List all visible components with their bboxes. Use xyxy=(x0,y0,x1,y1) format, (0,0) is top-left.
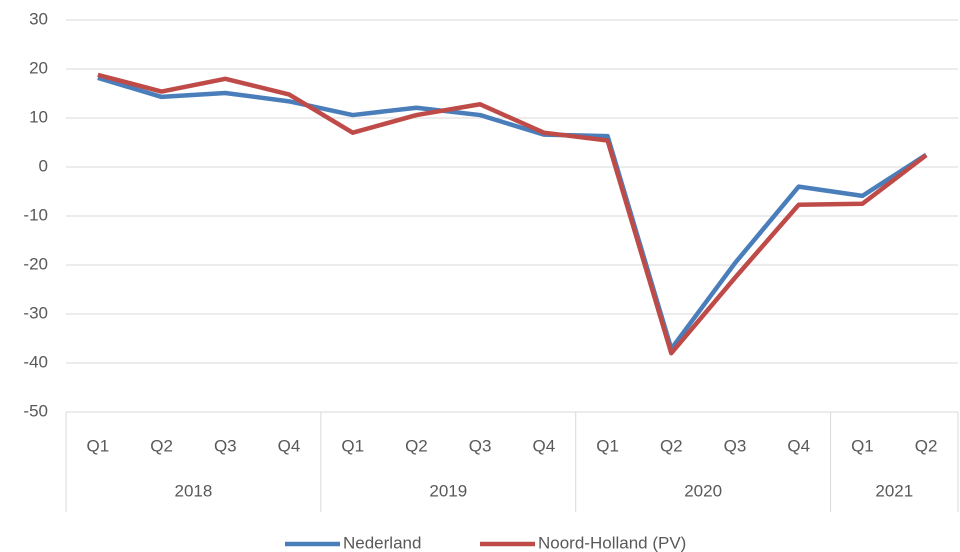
y-tick-label: 30 xyxy=(29,9,48,28)
x-group-label: 2018 xyxy=(175,481,213,500)
x-tick-label: Q3 xyxy=(724,436,747,455)
x-tick-label: Q3 xyxy=(214,436,237,455)
x-tick-label: Q1 xyxy=(596,436,619,455)
legend-label: Nederland xyxy=(343,533,421,552)
x-tick-label: Q2 xyxy=(660,436,683,455)
x-tick-label: Q2 xyxy=(405,436,428,455)
x-tick-label: Q2 xyxy=(150,436,173,455)
x-tick-label: Q1 xyxy=(851,436,874,455)
x-tick-label: Q1 xyxy=(341,436,364,455)
x-tick-label: Q4 xyxy=(787,436,810,455)
y-tick-label: -30 xyxy=(23,303,48,322)
x-tick-label: Q4 xyxy=(278,436,301,455)
y-tick-label: -20 xyxy=(23,254,48,273)
line-series xyxy=(97,75,928,352)
x-group-label: 2019 xyxy=(429,481,467,500)
legend-label: Noord-Holland (PV) xyxy=(538,533,686,552)
x-tick-label: Q3 xyxy=(469,436,492,455)
x-tick-label: Q2 xyxy=(915,436,938,455)
line-series xyxy=(97,72,928,356)
y-tick-label: -50 xyxy=(23,401,48,420)
x-tick-label: Q4 xyxy=(533,436,556,455)
x-tick-label: Q1 xyxy=(87,436,110,455)
y-tick-label: -10 xyxy=(23,205,48,224)
y-tick-label: -40 xyxy=(23,352,48,371)
y-tick-label: 10 xyxy=(29,107,48,126)
y-tick-label: 20 xyxy=(29,58,48,77)
x-group-label: 2021 xyxy=(875,481,913,500)
x-group-label: 2020 xyxy=(684,481,722,500)
y-tick-label: 0 xyxy=(39,156,48,175)
